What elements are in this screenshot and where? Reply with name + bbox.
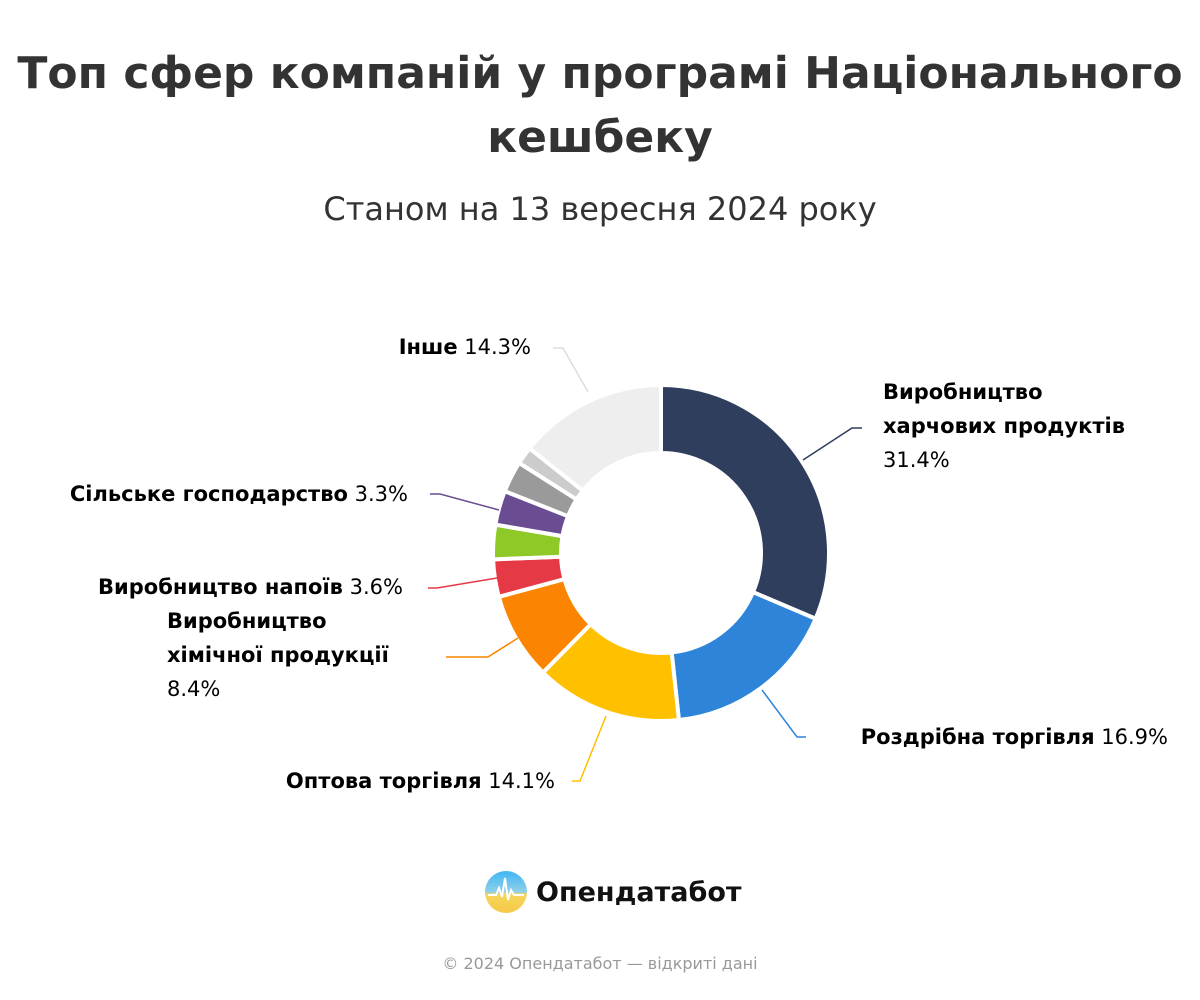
leader-line-chemical <box>446 637 519 658</box>
chart-title: Топ сфер компаній у програмі Національно… <box>17 48 1183 163</box>
label-food-name-1: Виробництво <box>883 380 1043 404</box>
label-other: Інше 14.3% <box>399 330 531 364</box>
label-food: Виробництво харчових продуктів 31.4% <box>883 375 1125 477</box>
label-agriculture-name: Сільське господарство <box>69 482 348 506</box>
logo-text: Опендатабот <box>536 876 742 908</box>
leader-line-other <box>553 347 589 393</box>
label-agriculture-value: 3.3% <box>354 482 408 506</box>
leader-line-food <box>802 427 862 461</box>
slice-інше <box>527 383 663 493</box>
label-food-value: 31.4% <box>883 448 950 472</box>
label-retail-value: 16.9% <box>1101 725 1168 749</box>
label-other-value: 14.3% <box>464 335 531 359</box>
label-chemical: Виробництво хімічної продукції 8.4% <box>167 604 389 706</box>
label-drinks-value: 3.6% <box>349 575 403 599</box>
label-chemical-name-2: хімічної продукції <box>167 643 389 667</box>
label-drinks-name: Виробництво напоїв <box>98 575 343 599</box>
label-wholesale-name: Оптова торгівля <box>285 769 482 793</box>
label-food-name-2: харчових продуктів <box>883 414 1125 438</box>
label-wholesale: Оптова торгівля 14.1% <box>286 764 555 798</box>
label-chemical-name-1: Виробництво <box>167 609 327 633</box>
slice-роздрібна-торгівля <box>669 590 818 723</box>
label-retail: Роздрібна торгівля 16.9% <box>861 720 1168 754</box>
leader-line-drinks <box>428 577 498 589</box>
leader-line-wholesale <box>572 715 607 782</box>
label-wholesale-value: 14.1% <box>488 769 555 793</box>
logo-icon <box>485 871 527 913</box>
footer-copyright: © 2024 Опендатабот — відкриті дані <box>442 954 758 973</box>
leader-line-retail <box>761 689 806 738</box>
label-chemical-value: 8.4% <box>167 677 221 701</box>
label-drinks: Виробництво напоїв 3.6% <box>98 570 403 604</box>
label-other-name: Інше <box>398 335 458 359</box>
logo: Опендатабот <box>484 870 742 914</box>
chart-subtitle: Станом на 13 вересня 2024 року <box>323 190 877 228</box>
leader-line-agriculture <box>430 493 500 511</box>
label-retail-name: Роздрібна торгівля <box>860 725 1095 749</box>
slice-виробництво-харчових-продуктів <box>659 383 831 621</box>
label-agriculture: Сільське господарство 3.3% <box>70 477 408 511</box>
